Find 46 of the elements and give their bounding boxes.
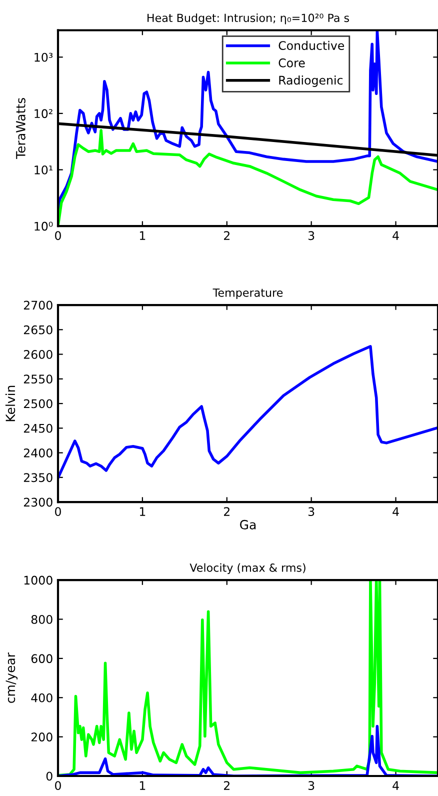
legend-label: Conductive xyxy=(278,40,344,50)
x-tick-label: 4 xyxy=(392,507,399,516)
x-tick-label: 1 xyxy=(140,231,146,240)
y-tick-label: 2550 xyxy=(24,374,52,384)
y-tick-label: 2350 xyxy=(24,473,52,482)
y-tick-label: 2400 xyxy=(24,448,52,458)
x-tick-label: 4 xyxy=(392,231,399,240)
x-tick-label: 2 xyxy=(224,781,230,790)
y-tick-label: 400 xyxy=(31,693,52,702)
y-tick-label: 10³ xyxy=(34,52,53,62)
x-tick-label: 0 xyxy=(55,231,61,240)
x-tick-label: 3 xyxy=(308,231,314,240)
y-tick-label: 2700 xyxy=(24,300,52,310)
x-tick-label: 4 xyxy=(392,781,399,790)
y-tick-label: 600 xyxy=(31,654,52,664)
y-tick-label: 1000 xyxy=(24,576,52,585)
x-tick-label: 2 xyxy=(224,231,230,240)
y-axis-title: cm/year xyxy=(6,652,18,703)
x-tick-label: 1 xyxy=(140,507,146,516)
x-tick-label: 0 xyxy=(55,781,61,790)
y-tick-label: 10² xyxy=(34,109,52,118)
y-tick-label: 2450 xyxy=(24,424,52,433)
chart-title: Velocity (max & rms) xyxy=(190,563,306,574)
y-axis-title: TeraWatts xyxy=(16,98,26,159)
y-tick-label: 200 xyxy=(31,732,52,742)
y-tick-label: 10¹ xyxy=(34,165,52,174)
y-tick-label: 0 xyxy=(46,772,52,781)
y-axis-title: Kelvin xyxy=(5,386,16,422)
x-tick-label: 2 xyxy=(224,507,230,516)
y-tick-label: 2300 xyxy=(24,498,52,507)
chart-title: Temperature xyxy=(212,288,283,300)
chart-title: Heat Budget: Intrusion; η₀=10²⁰ Pa s xyxy=(148,13,350,24)
y-tick-label: 10⁰ xyxy=(34,222,53,231)
line-series xyxy=(58,580,438,776)
legend-label: Radiogenic xyxy=(279,76,343,87)
x-tick-label: 3 xyxy=(308,781,314,790)
y-tick-label: 2600 xyxy=(24,350,52,359)
x-tick-label: 1 xyxy=(140,781,146,790)
x-tick-label: 3 xyxy=(308,507,314,516)
x-axis-title: Ga xyxy=(240,520,256,530)
legend-label: Core xyxy=(278,58,305,68)
x-tick-label: 0 xyxy=(55,507,61,516)
y-tick-label: 800 xyxy=(31,614,52,624)
line-series xyxy=(58,345,438,480)
y-tick-label: 2650 xyxy=(24,325,52,334)
y-tick-label: 2500 xyxy=(24,399,52,408)
